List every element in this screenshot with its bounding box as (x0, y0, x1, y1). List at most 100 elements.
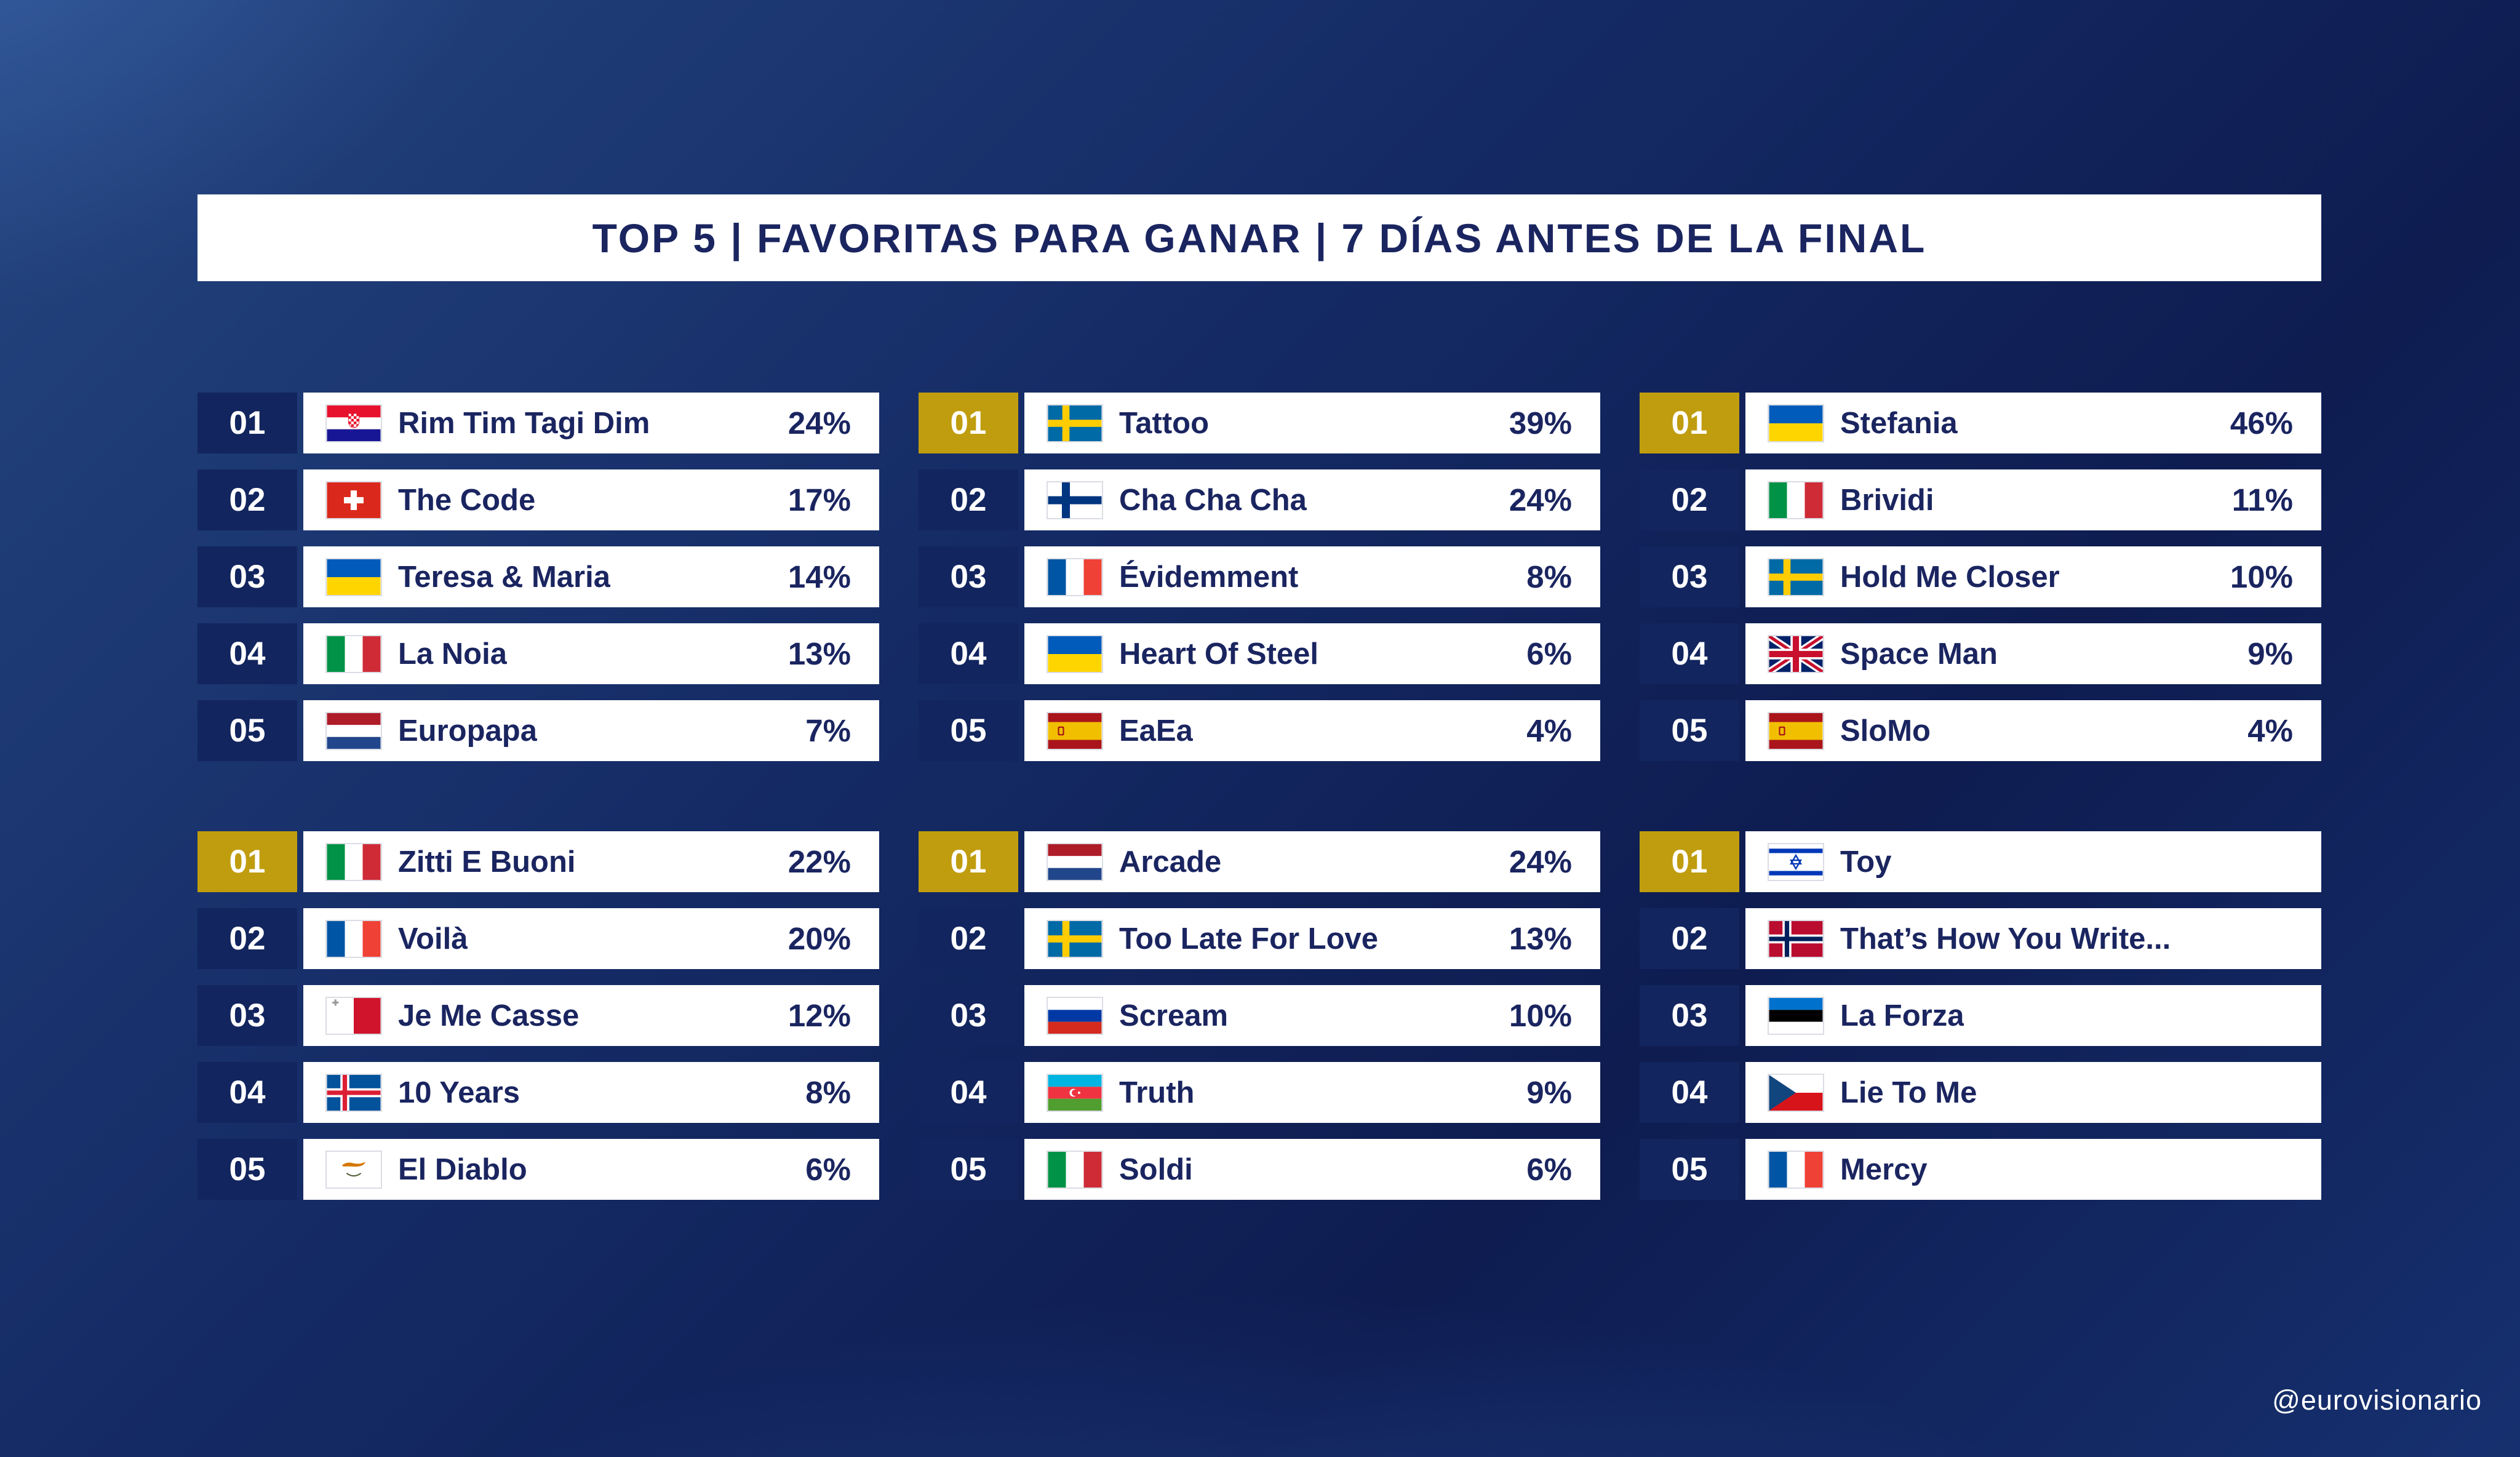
entry-card: Teresa & Maria 14% (303, 546, 879, 607)
flag-netherlands-icon (327, 713, 381, 749)
entry-card: That’s How You Write... (1745, 908, 2321, 969)
entry-card: Mercy (1745, 1139, 2321, 1200)
flag-russia-icon (1048, 997, 1102, 1034)
entry-card: La Noia 13% (303, 623, 879, 684)
flag-ukraine-icon (1048, 636, 1102, 672)
song-title: Évidemment (1119, 560, 1299, 594)
flag-spain-icon (1048, 713, 1102, 749)
vote-percentage: 46% (2230, 405, 2293, 441)
flag-united-kingdom-icon (1769, 636, 1823, 672)
ranking-row: 03 La Forza (1640, 985, 2321, 1046)
ranking-row: 03 Hold Me Closer 10% (1640, 546, 2321, 607)
top5-panel: 01 Rim Tim Tagi Dim 24% 02 The Code 17% … (197, 393, 879, 761)
rank-badge: 04 (1640, 623, 1739, 684)
vote-percentage: 39% (1509, 405, 1572, 441)
flag-sweden-icon (1048, 920, 1102, 957)
song-title: La Forza (1840, 999, 1964, 1032)
ranking-row: 01 Arcade 24% (919, 831, 1600, 892)
rank-badge: 03 (919, 546, 1018, 607)
vote-percentage: 10% (2230, 559, 2293, 594)
song-title: Zitti E Buoni (398, 845, 576, 879)
flag-israel-icon (1769, 844, 1823, 880)
song-title: Brividi (1840, 483, 1934, 517)
flag-iceland-icon (327, 1074, 381, 1111)
entry-card: Heart Of Steel 6% (1024, 623, 1600, 684)
panels-grid: 01 Rim Tim Tagi Dim 24% 02 The Code 17% … (197, 393, 2321, 1200)
vote-percentage: 13% (1509, 921, 1572, 956)
rank-badge: 03 (1640, 985, 1739, 1046)
rank-badge: 03 (1640, 546, 1739, 607)
ranking-row: 04 Heart Of Steel 6% (919, 623, 1600, 684)
entry-card: Arcade 24% (1024, 831, 1600, 892)
entry-card: Brividi 11% (1745, 469, 2321, 530)
flag-estonia-icon (1769, 997, 1823, 1034)
vote-percentage: 7% (805, 713, 851, 748)
song-title: 10 Years (398, 1076, 520, 1109)
ranking-row: 05 Mercy (1640, 1139, 2321, 1200)
vote-percentage: 17% (788, 482, 851, 517)
ranking-row: 02 Cha Cha Cha 24% (919, 469, 1600, 530)
flag-france-icon (1769, 1151, 1823, 1188)
flag-italy-icon (327, 636, 381, 672)
song-title: Mercy (1840, 1152, 1928, 1186)
song-title: EaEa (1119, 714, 1193, 748)
entry-card: Tattoo 39% (1024, 393, 1600, 453)
entry-card: Truth 9% (1024, 1062, 1600, 1123)
entry-card: Hold Me Closer 10% (1745, 546, 2321, 607)
vote-percentage: 10% (1509, 998, 1572, 1033)
flag-italy-icon (1048, 1151, 1102, 1188)
vote-percentage: 4% (1526, 713, 1572, 748)
flag-ukraine-icon (327, 559, 381, 595)
vote-percentage: 24% (788, 405, 851, 441)
top5-panel: 01 Tattoo 39% 02 Cha Cha Cha 24% 03 Évid… (919, 393, 1600, 761)
ranking-row: 05 Europapa 7% (197, 700, 879, 761)
song-title: Truth (1119, 1076, 1195, 1109)
ranking-row: 04 10 Years 8% (197, 1062, 879, 1123)
ranking-row: 03 Je Me Casse 12% (197, 985, 879, 1046)
song-title: The Code (398, 483, 536, 517)
flag-croatia-icon (327, 405, 381, 441)
vote-percentage: 24% (1509, 482, 1572, 517)
rank-badge: 05 (1640, 1139, 1739, 1200)
ranking-row: 01 Stefania 46% (1640, 393, 2321, 453)
song-title: Rim Tim Tagi Dim (398, 406, 650, 440)
ranking-row: 05 EaEa 4% (919, 700, 1600, 761)
rank-badge: 01 (1640, 393, 1739, 453)
vote-percentage: 9% (2247, 636, 2293, 671)
vote-percentage: 14% (788, 559, 851, 594)
song-title: Europapa (398, 714, 537, 748)
vote-percentage: 8% (1526, 559, 1572, 594)
ranking-row: 01 Tattoo 39% (919, 393, 1600, 453)
ranking-row: 01 Toy (1640, 831, 2321, 892)
entry-card: Rim Tim Tagi Dim 24% (303, 393, 879, 453)
entry-card: Cha Cha Cha 24% (1024, 469, 1600, 530)
ranking-row: 02 That’s How You Write... (1640, 908, 2321, 969)
song-title: Soldi (1119, 1152, 1193, 1186)
entry-card: Évidemment 8% (1024, 546, 1600, 607)
flag-italy-icon (327, 844, 381, 880)
ranking-row: 05 Soldi 6% (919, 1139, 1600, 1200)
entry-card: Scream 10% (1024, 985, 1600, 1046)
entry-card: Too Late For Love 13% (1024, 908, 1600, 969)
rank-badge: 02 (919, 469, 1018, 530)
song-title: Je Me Casse (398, 999, 580, 1032)
vote-percentage: 12% (788, 998, 851, 1033)
entry-card: Lie To Me (1745, 1062, 2321, 1123)
ranking-row: 02 Brividi 11% (1640, 469, 2321, 530)
entry-card: Space Man 9% (1745, 623, 2321, 684)
vote-percentage: 24% (1509, 844, 1572, 879)
flag-cyprus-icon (327, 1151, 381, 1188)
song-title: Too Late For Love (1119, 922, 1379, 956)
flag-switzerland-icon (327, 482, 381, 518)
ranking-row: 02 Voilà 20% (197, 908, 879, 969)
ranking-row: 03 Scream 10% (919, 985, 1600, 1046)
ranking-row: 04 Truth 9% (919, 1062, 1600, 1123)
rank-badge: 04 (1640, 1062, 1739, 1123)
entry-card: Soldi 6% (1024, 1139, 1600, 1200)
song-title: Scream (1119, 999, 1229, 1032)
vote-percentage: 6% (1526, 636, 1572, 671)
rank-badge: 02 (197, 469, 297, 530)
rank-badge: 01 (919, 831, 1018, 892)
entry-card: La Forza (1745, 985, 2321, 1046)
entry-card: Europapa 7% (303, 700, 879, 761)
